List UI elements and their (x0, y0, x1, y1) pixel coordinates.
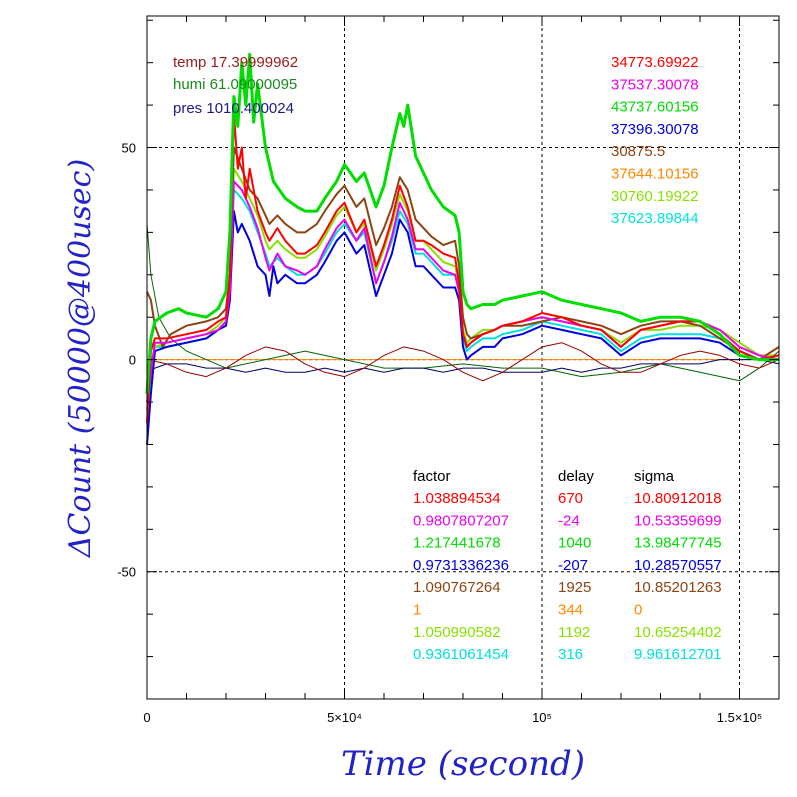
x-tick-label: 0 (143, 710, 150, 725)
table-cell-factor: 0.9807807207 (413, 512, 509, 529)
table-cell-sigma: 10.80912018 (634, 490, 722, 507)
series-line-5 (146, 342, 780, 382)
x-tick-label: 5×10⁴ (327, 710, 362, 725)
x-tick-label: 1.5×10⁵ (717, 710, 763, 725)
x-tick-label: 10⁵ (532, 710, 552, 725)
ticks (146, 16, 780, 700)
series-line-10 (145, 52, 779, 394)
series-line-0 (146, 188, 779, 411)
series-mean: 37537.30078 (611, 76, 699, 93)
table-cell-delay: 670 (558, 490, 583, 507)
table-cell-factor: 1.050990582 (413, 624, 501, 641)
table-cell-factor: 1.038894534 (413, 490, 501, 507)
series-line-7 (146, 210, 779, 445)
series-mean: 37644.10156 (611, 166, 699, 183)
series-mean: 37623.89844 (611, 210, 699, 227)
series-mean: 30760.19922 (611, 188, 699, 205)
env-label-humi: humi 61.09000095 (173, 76, 297, 93)
header-sigma: sigma (634, 468, 675, 485)
table-cell-delay: 316 (558, 646, 583, 663)
table-cell-factor: 0.9731336236 (413, 557, 509, 574)
series-mean: 30875.5 (611, 143, 665, 160)
y-tick-label: -50 (117, 565, 136, 580)
table-cell-sigma: 10.65254402 (634, 624, 722, 641)
stats-table: factor delay sigma 1.038894534 670 10.8091… (413, 468, 722, 663)
header-factor: factor (413, 468, 451, 485)
table-cell-sigma: 9.961612701 (634, 646, 722, 663)
tick-labels: 0 5×10⁴ 10⁵ 1.5×10⁵ 50 0 -50 (117, 141, 762, 725)
series-mean: 43737.60156 (611, 99, 699, 116)
table-cell-sigma: 10.53359699 (634, 512, 722, 529)
series-layer (145, 52, 780, 445)
series-line-9 (146, 112, 780, 424)
series-mean: 34773.69922 (611, 54, 699, 71)
table-cell-factor: 1 (413, 602, 421, 619)
series-line-4 (146, 359, 780, 373)
y-tick-label: 0 (129, 353, 136, 368)
env-labels: temp 17.39999962 humi 61.09000095 pres 1… (173, 54, 298, 117)
table-cell-sigma: 10.28570557 (634, 557, 722, 574)
table-cell-delay: -207 (558, 557, 588, 574)
table-cell-factor: 1.090767264 (413, 579, 501, 596)
table-cell-factor: 0.9361061454 (413, 646, 509, 663)
series-means: 34773.69922 37537.30078 43737.60156 37396.3… (611, 54, 699, 227)
y-axis-title: ΔCount (50000@400usec) (63, 159, 98, 558)
x-axis-title: Time (second) (341, 744, 585, 784)
table-cell-factor: 1.217441678 (413, 535, 501, 552)
table-cell-delay: -24 (558, 512, 580, 529)
table-cell-delay: 1040 (558, 535, 591, 552)
table-cell-sigma: 0 (634, 602, 642, 619)
series-line-3 (146, 223, 780, 382)
env-label-pres: pres 1010.400024 (173, 100, 294, 117)
table-cell-delay: 344 (558, 602, 583, 619)
table-cell-sigma: 13.98477745 (634, 535, 722, 552)
header-delay: delay (558, 468, 594, 485)
table-cell-delay: 1192 (558, 624, 590, 641)
series-mean: 37396.30078 (611, 121, 699, 138)
env-label-temp: temp 17.39999962 (173, 54, 298, 71)
table-cell-delay: 1925 (558, 579, 591, 596)
table-cell-sigma: 10.85201263 (634, 579, 722, 596)
y-tick-label: 50 (122, 141, 136, 156)
